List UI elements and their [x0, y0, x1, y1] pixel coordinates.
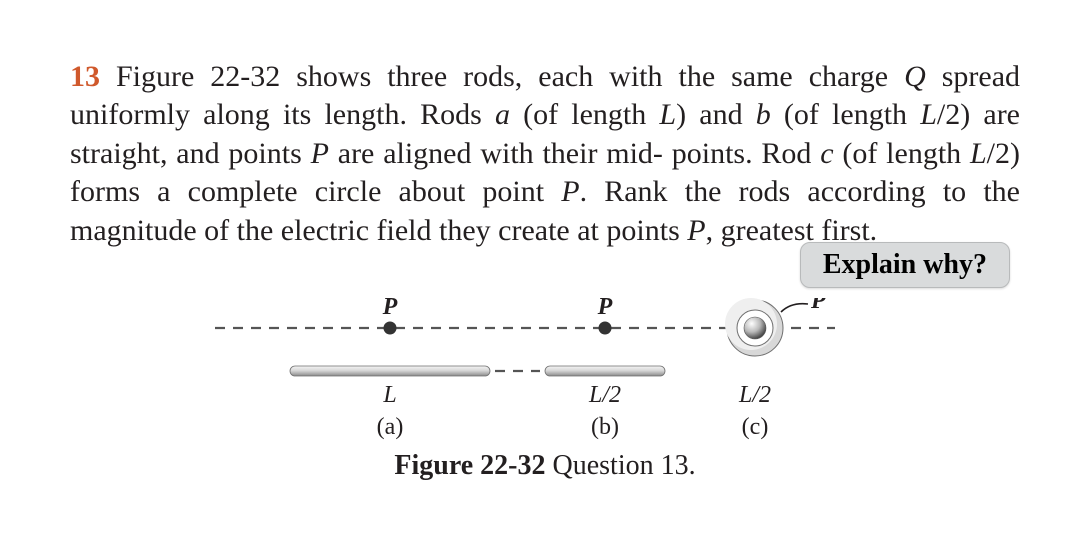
label-p-a: P — [382, 298, 398, 320]
figure-caption-bold: Figure 22-32 — [394, 450, 545, 481]
figure-svg: P L (a) P L/2 (b) P — [195, 298, 895, 448]
point-p-b — [599, 321, 612, 334]
rod-a — [290, 366, 490, 376]
part-c: (c) — [742, 414, 769, 440]
length-a: L — [382, 382, 396, 408]
center-ball-c — [744, 317, 766, 339]
rod-c-group — [725, 298, 783, 356]
point-p-a — [384, 321, 397, 334]
label-p-c: P — [810, 298, 826, 314]
part-b: (b) — [591, 414, 619, 440]
figure-caption: Figure 22-32 Question 13. — [195, 450, 895, 482]
length-c: L/2 — [738, 382, 771, 408]
question-text: 13Figure 22-32 shows three rods, each wi… — [70, 58, 1020, 250]
leader-p-c — [781, 304, 808, 312]
length-b: L/2 — [588, 382, 621, 408]
rod-b — [545, 366, 665, 376]
question-body: Figure 22-32 shows three rods, each with… — [70, 60, 1020, 247]
figure-22-32: P L (a) P L/2 (b) P — [195, 298, 895, 482]
part-a: (a) — [377, 414, 404, 440]
figure-caption-rest: Question 13. — [546, 450, 696, 481]
question-number: 13 — [70, 60, 100, 93]
label-p-b: P — [597, 298, 613, 320]
explain-why-button[interactable]: Explain why? — [800, 242, 1010, 288]
